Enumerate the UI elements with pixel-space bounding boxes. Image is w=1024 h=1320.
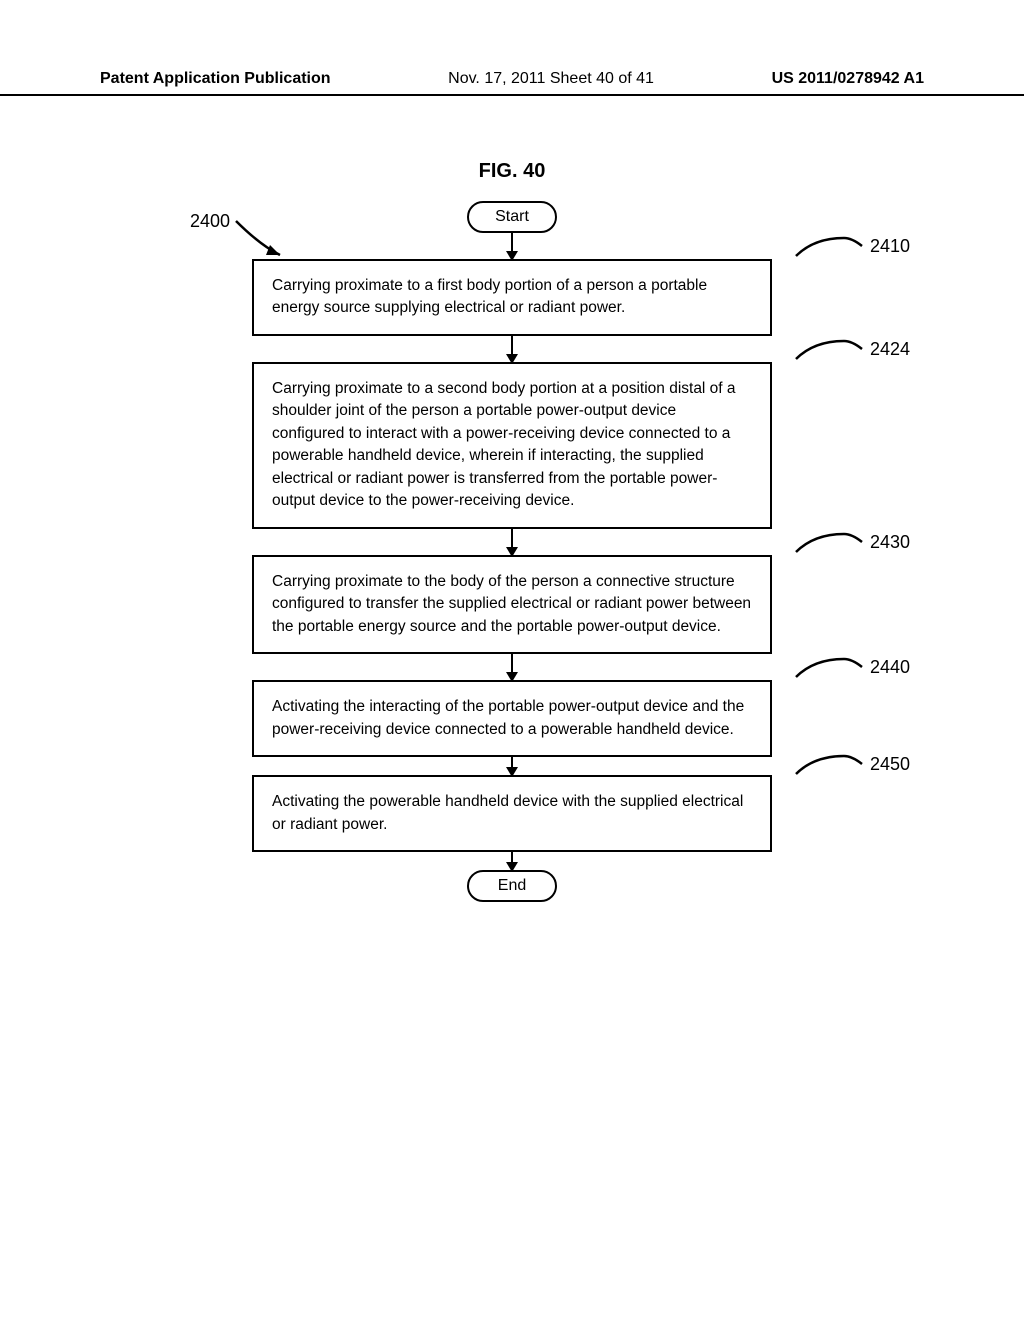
flow-arrow-icon: [511, 852, 513, 870]
step-text: Carrying proximate to a first body porti…: [272, 277, 707, 316]
flow-arrow-icon: [511, 654, 513, 680]
flow-arrow-icon: [511, 529, 513, 555]
flow-step: 2440 Activating the interacting of the p…: [252, 680, 772, 757]
figure-container: FIG. 40 2400 Start 2410 Carrying proxima…: [0, 160, 1024, 902]
header-publication-label: Patent Application Publication: [100, 70, 331, 88]
step-text: Activating the powerable handheld device…: [272, 793, 743, 832]
flow-step: 2410 Carrying proximate to a first body …: [252, 259, 772, 336]
step-ref-callout: 2440: [794, 654, 910, 680]
step-ref-callout: 2410: [794, 233, 910, 259]
step-text: Carrying proximate to a second body port…: [272, 380, 736, 509]
step-text: Carrying proximate to the body of the pe…: [272, 573, 751, 635]
header-sheet-info: Nov. 17, 2011 Sheet 40 of 41: [448, 70, 654, 88]
callout-curve-icon: [794, 337, 864, 361]
anchor-arrow-icon: [230, 215, 300, 265]
step-ref-number: 2424: [870, 336, 910, 362]
page-header: Patent Application Publication Nov. 17, …: [0, 70, 1024, 96]
step-ref-callout: 2424: [794, 336, 910, 362]
step-ref-number: 2440: [870, 654, 910, 680]
callout-curve-icon: [794, 530, 864, 554]
start-label: Start: [495, 208, 529, 226]
flow-step: 2450 Activating the powerable handheld d…: [252, 775, 772, 852]
step-ref-number: 2450: [870, 751, 910, 777]
end-label: End: [498, 877, 526, 895]
flow-arrow-icon: [511, 233, 513, 259]
figure-title: FIG. 40: [0, 160, 1024, 183]
flow-anchor-number: 2400: [190, 211, 230, 232]
flowchart: 2400 Start 2410 Carrying proximate to a …: [0, 201, 1024, 902]
step-ref-callout: 2450: [794, 751, 910, 777]
callout-curve-icon: [794, 234, 864, 258]
flow-step: 2430 Carrying proximate to the body of t…: [252, 555, 772, 654]
flow-arrow-icon: [511, 757, 513, 775]
step-ref-number: 2430: [870, 529, 910, 555]
callout-curve-icon: [794, 655, 864, 679]
callout-curve-icon: [794, 752, 864, 776]
flow-anchor-ref: 2400: [190, 211, 300, 265]
start-terminal: Start: [467, 201, 557, 233]
end-terminal: End: [467, 870, 557, 902]
header-doc-number: US 2011/0278942 A1: [772, 70, 924, 88]
step-text: Activating the interacting of the portab…: [272, 698, 744, 737]
flow-arrow-icon: [511, 336, 513, 362]
step-ref-callout: 2430: [794, 529, 910, 555]
flow-step: 2424 Carrying proximate to a second body…: [252, 362, 772, 529]
step-ref-number: 2410: [870, 233, 910, 259]
